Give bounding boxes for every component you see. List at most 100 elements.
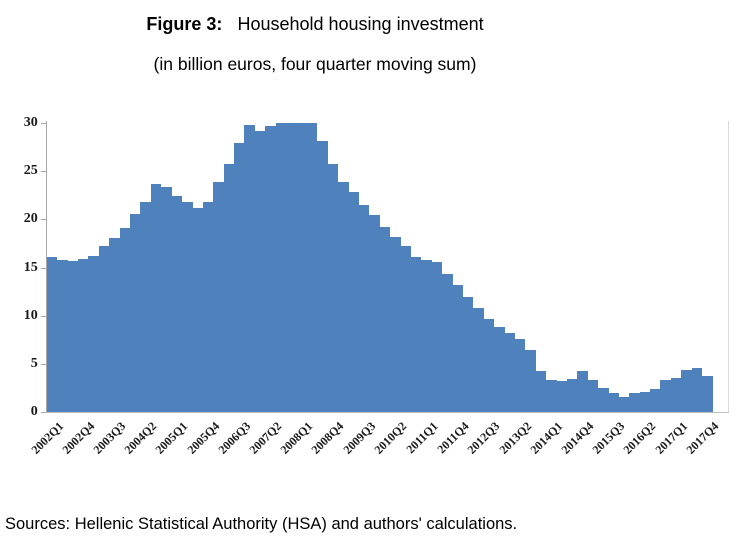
y-tick <box>40 123 46 125</box>
x-tick-label: 2002Q1 <box>28 418 66 457</box>
x-tick-label: 2008Q1 <box>277 418 316 457</box>
bar-2016Q2 <box>639 391 651 412</box>
y-tick-label: 10 <box>23 307 38 323</box>
x-tick-label: 2012Q3 <box>464 418 503 457</box>
figure-number: Figure 3: <box>146 14 223 34</box>
bar-2007Q2 <box>265 126 276 412</box>
x-tick-label: 2011Q1 <box>402 418 441 456</box>
chart-title: Figure 3: Household housing investment <box>0 12 630 36</box>
y-tick <box>40 219 46 221</box>
bar-2007Q1 <box>254 130 266 412</box>
bar-2014Q3 <box>566 379 578 412</box>
y-tick-label: 15 <box>23 259 38 275</box>
bar-2012Q1 <box>462 297 474 412</box>
bar-2015Q3 <box>608 393 620 412</box>
bar-2017Q4 <box>701 376 713 412</box>
bar-2004Q4 <box>161 186 172 412</box>
bar-2013Q1 <box>504 332 516 412</box>
bar-2012Q4 <box>493 327 505 412</box>
bar-2003Q2 <box>98 246 110 412</box>
bar-2005Q4 <box>202 202 214 412</box>
bar-2003Q1 <box>88 255 100 412</box>
bar-2012Q3 <box>483 319 495 412</box>
bar-2013Q3 <box>525 350 536 412</box>
x-tick-label: 2008Q4 <box>308 418 347 457</box>
y-tick-label: 20 <box>23 211 38 227</box>
bar-2004Q2 <box>140 202 152 412</box>
bar-2002Q1 <box>46 256 58 412</box>
y-tick-label: 30 <box>23 115 38 131</box>
x-tick-label: 2005Q4 <box>184 418 222 457</box>
bar-2006Q2 <box>223 163 235 412</box>
x-tick-label: 2015Q3 <box>589 418 628 457</box>
bar-2013Q4 <box>535 371 547 412</box>
bar-2009Q3 <box>358 205 370 412</box>
bar-2017Q2 <box>681 370 692 412</box>
x-tick-label: 2017Q4 <box>683 418 722 457</box>
bar-2008Q4 <box>327 163 339 412</box>
bar-2002Q2 <box>57 259 68 412</box>
bar-2011Q1 <box>421 259 432 412</box>
bar-2010Q3 <box>400 246 412 412</box>
y-tick <box>40 315 46 317</box>
figure-title-text: Household housing investment <box>237 14 484 34</box>
y-tick <box>40 363 46 365</box>
bar-2011Q4 <box>452 284 464 412</box>
bar-2009Q2 <box>348 191 360 412</box>
bar-2010Q2 <box>389 236 401 412</box>
bar-2003Q3 <box>109 237 120 412</box>
bar-2010Q1 <box>379 227 391 412</box>
bar-2016Q1 <box>629 393 640 412</box>
bar-2016Q4 <box>660 379 672 412</box>
bar-2014Q1 <box>545 379 557 412</box>
bar-2009Q1 <box>337 181 349 412</box>
bar-2005Q1 <box>171 196 183 412</box>
y-tick-label: 25 <box>23 163 38 179</box>
bar-2012Q2 <box>473 307 484 412</box>
bar-2008Q1 <box>296 123 308 412</box>
bar-2011Q3 <box>441 274 453 412</box>
y-tick <box>40 267 46 269</box>
x-tick-label: 2004Q2 <box>121 418 160 457</box>
bar-2013Q2 <box>514 338 526 412</box>
bar-2014Q4 <box>577 371 588 412</box>
x-tick-label: 2007Q2 <box>246 418 285 457</box>
bar-2017Q1 <box>670 378 682 412</box>
bar-2008Q2 <box>306 123 318 412</box>
bar-2005Q2 <box>181 202 193 412</box>
bar-2014Q2 <box>556 380 568 412</box>
bar-2004Q3 <box>150 183 162 412</box>
bar-2016Q3 <box>649 388 661 412</box>
bar-2003Q4 <box>119 228 131 412</box>
x-tick-label: 2009Q3 <box>340 418 378 457</box>
x-tick-label: 2013Q2 <box>496 418 534 457</box>
bar-2011Q2 <box>431 261 443 412</box>
chart-title-block: Figure 3: Household housing investment (… <box>0 12 630 75</box>
y-tick-label: 0 <box>30 403 38 419</box>
bar-2007Q4 <box>285 123 297 412</box>
x-tick-label: 2017Q1 <box>652 418 690 457</box>
bar-2002Q4 <box>77 258 89 412</box>
x-tick-label: 2006Q3 <box>215 418 254 457</box>
plot-right-border <box>728 121 729 413</box>
bar-2010Q4 <box>410 256 422 412</box>
bar-2015Q1 <box>587 379 599 412</box>
bar-2002Q3 <box>67 260 79 412</box>
y-axis-line <box>45 121 47 413</box>
bar-2006Q3 <box>233 143 245 412</box>
x-tick-label: 2016Q2 <box>620 418 659 457</box>
bar-2006Q1 <box>213 181 224 412</box>
chart-subtitle: (in billion euros, four quarter moving s… <box>153 54 477 74</box>
source-note: Sources: Hellenic Statistical Authority … <box>5 515 518 533</box>
bar-2009Q4 <box>369 214 380 412</box>
x-axis-line <box>45 412 729 413</box>
x-tick-label: 2014Q1 <box>527 418 566 457</box>
y-tick-label: 5 <box>30 355 38 371</box>
y-tick <box>40 411 46 413</box>
bar-2008Q3 <box>317 140 328 412</box>
bar-2017Q3 <box>691 368 703 412</box>
bar-2004Q1 <box>129 213 141 412</box>
x-tick-label: 2002Q4 <box>59 418 98 457</box>
